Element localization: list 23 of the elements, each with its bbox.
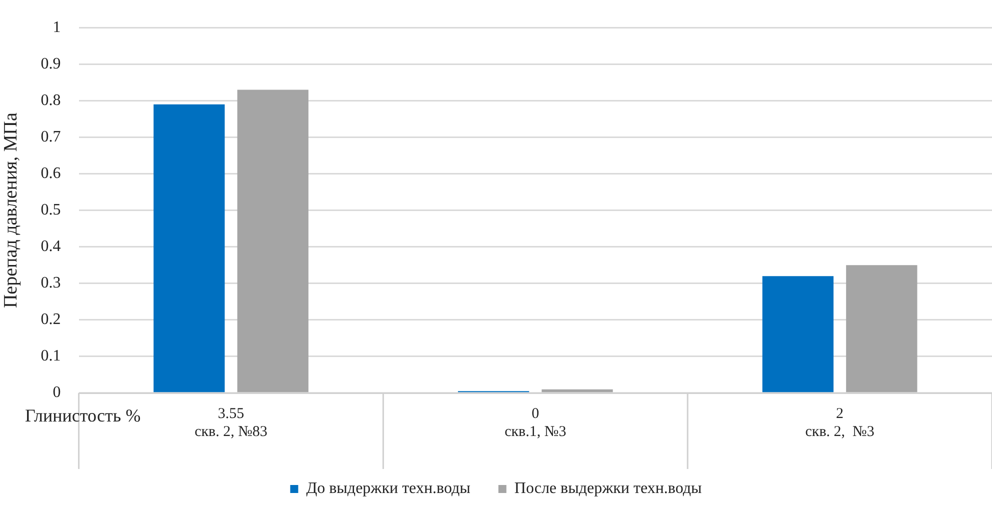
y-tick-label: 1 — [52, 18, 61, 36]
y-tick-label: 0 — [52, 384, 61, 402]
legend-label: После выдержки техн.воды — [514, 480, 702, 498]
x-tick-label: 2 скв. 2, №3 — [805, 406, 874, 440]
y-tick-label: 0.9 — [40, 55, 61, 72]
legend-label: До выдержки техн.воды — [306, 480, 471, 498]
x-tick-label: 0 скв.1, №3 — [504, 406, 566, 440]
y-tick-label: 0.1 — [40, 348, 61, 365]
y-tick-label: 0.3 — [40, 274, 61, 292]
y-axis-title: Перепад давления, МПа — [0, 112, 22, 308]
bar — [154, 104, 225, 392]
y-tick-label: 0.8 — [40, 92, 61, 109]
y-tick-label: 0.7 — [40, 128, 61, 146]
y-tick-label: 0.4 — [40, 238, 61, 256]
bar — [762, 276, 834, 392]
y-tick-label: 0.6 — [40, 164, 61, 182]
bar — [846, 265, 918, 392]
y-tick-label: 0.2 — [40, 311, 61, 328]
bar — [542, 389, 613, 392]
bar — [237, 90, 308, 392]
x-tick-label: 3.55 скв. 2, №83 — [194, 406, 268, 440]
x-axis-title: Глинистость % — [25, 406, 141, 426]
y-tick-label: 0.5 — [40, 202, 61, 219]
